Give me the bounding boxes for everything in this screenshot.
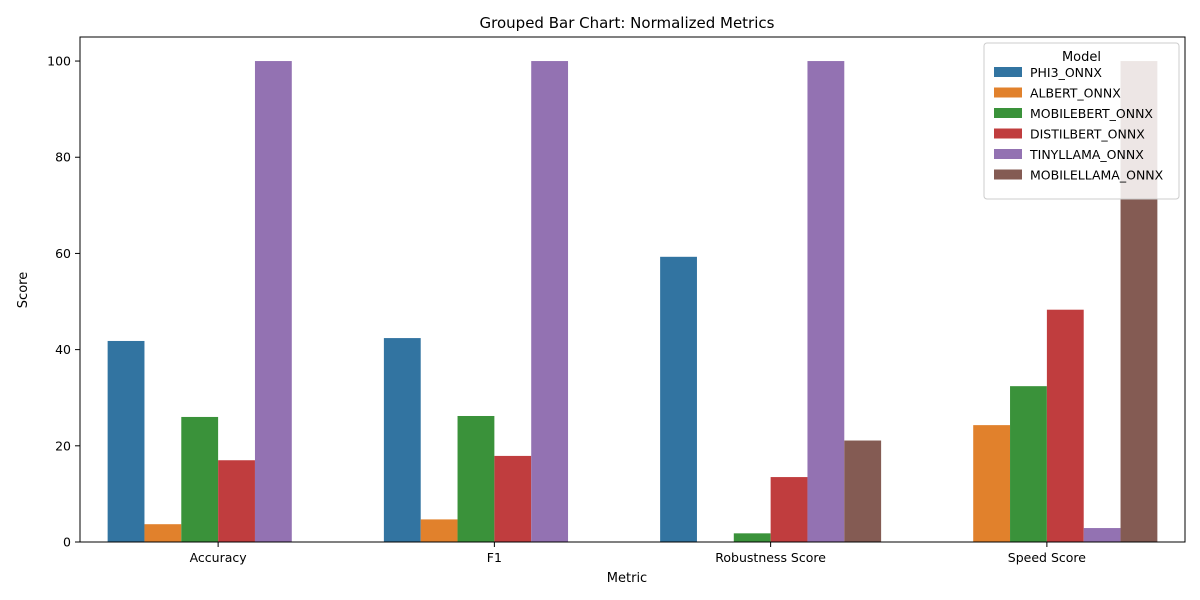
bar-phi3-onnx-f1 <box>383 338 421 542</box>
bar-tinyllama-onnx-f1 <box>531 61 569 543</box>
legend-swatch-mobilebert-onnx <box>994 108 1022 118</box>
legend-box <box>983 42 1180 200</box>
y-tick-label: 40 <box>55 342 71 357</box>
bar-tinyllama-onnx-accuracy <box>254 61 292 543</box>
bar-distilbert-onnx-f1 <box>494 455 532 542</box>
legend-label-distilbert-onnx: DISTILBERT_ONNX <box>1030 127 1145 142</box>
legend-title: Model <box>1062 50 1101 65</box>
y-tick-label: 80 <box>55 150 71 165</box>
bar-albert-onnx-f1 <box>420 519 458 542</box>
chart-title: Grouped Bar Chart: Normalized Metrics <box>480 14 775 32</box>
bar-mobilellama-onnx-robustness-score <box>844 440 882 542</box>
bar-mobilebert-onnx-robustness-score <box>733 533 771 542</box>
x-tick-label: F1 <box>487 550 502 565</box>
legend-swatch-mobilellama-onnx <box>994 169 1022 180</box>
bar-tinyllama-onnx-speed-score <box>1083 528 1121 542</box>
bar-albert-onnx-speed-score <box>973 425 1011 542</box>
legend-label-mobilebert-onnx: MOBILEBERT_ONNX <box>1030 106 1153 121</box>
x-axis-label: Metric <box>607 571 647 586</box>
bar-phi3-onnx-robustness-score <box>660 256 697 542</box>
x-tick-label: Robustness Score <box>715 550 826 565</box>
y-tick-label: 60 <box>55 246 71 261</box>
bar-phi3-onnx-accuracy <box>107 340 145 542</box>
bar-mobilebert-onnx-speed-score <box>1010 386 1047 542</box>
bar-tinyllama-onnx-robustness-score <box>807 61 845 543</box>
y-tick-label: 0 <box>63 535 71 550</box>
legend-label-phi3-onnx: PHI3_ONNX <box>1030 65 1102 80</box>
legend-label-tinyllama-onnx: TINYLLAMA_ONNX <box>1029 147 1144 162</box>
legend-label-albert-onnx: ALBERT_ONNX <box>1030 86 1121 101</box>
legend-swatch-distilbert-onnx <box>994 128 1022 139</box>
legend-swatch-albert-onnx <box>994 87 1022 98</box>
bar-albert-onnx-accuracy <box>144 524 182 542</box>
bar-distilbert-onnx-accuracy <box>218 460 255 542</box>
y-tick-label: 100 <box>47 54 71 69</box>
y-tick-label: 20 <box>55 438 71 453</box>
legend-swatch-phi3-onnx <box>994 67 1022 77</box>
bar-distilbert-onnx-robustness-score <box>770 477 808 542</box>
legend-label-mobilellama-onnx: MOBILELLAMA_ONNX <box>1030 168 1164 183</box>
axes-layer: 0 20 40 60 80 100 Accuracy F1 Robustness Score Sp… <box>47 36 1186 565</box>
x-tick-label: Accuracy <box>190 550 248 565</box>
bar-mobilebert-onnx-f1 <box>457 415 495 542</box>
x-tick-label: Speed Score <box>1008 550 1086 565</box>
legend-swatch-tinyllama-onnx <box>994 149 1022 159</box>
bar-mobilebert-onnx-accuracy <box>181 416 219 542</box>
bar-distilbert-onnx-speed-score <box>1046 309 1084 542</box>
y-axis-label: Score <box>16 272 31 308</box>
plot-frame <box>79 36 1186 543</box>
